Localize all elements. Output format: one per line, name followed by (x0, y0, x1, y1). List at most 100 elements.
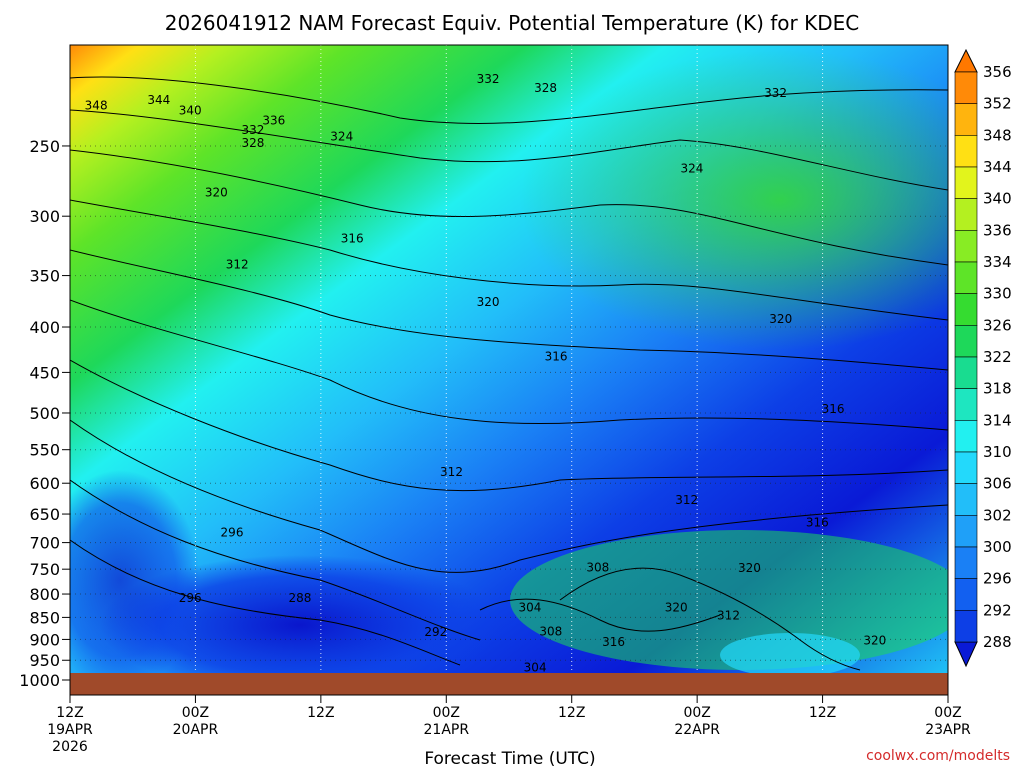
colorbar-segment (954, 230, 978, 263)
x-tick-label: 20APR (173, 722, 219, 738)
y-tick-label: 650 (29, 505, 60, 524)
contour-label: 316 (341, 232, 364, 246)
ground-surface (70, 673, 948, 695)
y-tick-label: 450 (29, 363, 60, 382)
contour-label: 316 (545, 350, 568, 364)
contour-label: 312 (226, 257, 249, 271)
contour-label: 324 (680, 161, 703, 175)
contour-label: 328 (241, 136, 264, 150)
contour-label: 304 (518, 600, 541, 614)
y-tick-label: 1000 (19, 671, 60, 690)
colorbar-segment (954, 451, 978, 484)
colorbar-segment (954, 325, 978, 358)
colorbar-label: 292 (983, 601, 1012, 619)
colorbar-segment (954, 515, 978, 548)
colorbar-segment (954, 546, 978, 579)
warm-tongue-region (510, 530, 948, 670)
colorbar-label: 302 (983, 506, 1012, 524)
contour-label: 304 (524, 660, 547, 674)
colorbar-label: 314 (983, 411, 1012, 429)
contour-label: 320 (769, 312, 792, 326)
contour-label: 320 (863, 634, 886, 648)
colorbar: 356 352 348 344 340 336 334 330 326 322 318 314 310 3… (954, 48, 1012, 668)
x-tick-label: 00Z (433, 705, 460, 721)
colorbar-segment (954, 103, 978, 136)
contour-label: 296 (221, 526, 244, 540)
colorbar-label: 344 (983, 158, 1012, 176)
colorbar-label: 318 (983, 380, 1012, 398)
x-tick-label: 12Z (558, 705, 585, 721)
x-tick-label: 2026 (52, 739, 88, 755)
colorbar-label: 352 (983, 95, 1012, 113)
contour-label: 296 (179, 591, 202, 605)
colorbar-label: 330 (983, 285, 1012, 303)
colorbar-segment (954, 71, 978, 104)
x-tick-label: 00Z (934, 705, 961, 721)
y-tick-label: 250 (29, 137, 60, 156)
x-axis-label: Forecast Time (UTC) (424, 749, 595, 768)
contour-label: 312 (440, 465, 463, 479)
x-tick-label: 00Z (182, 705, 209, 721)
x-tick-label: 21APR (424, 722, 470, 738)
colorbar-bottom-arrow (954, 641, 978, 668)
colorbar-top-arrow (954, 48, 978, 73)
contour-label: 344 (147, 93, 170, 107)
y-tick-label: 600 (29, 474, 60, 493)
colorbar-label: 340 (983, 190, 1012, 208)
y-tick-label: 350 (29, 267, 60, 286)
plot-frame (69, 44, 949, 696)
x-tick-label: 00Z (683, 705, 710, 721)
contour-label: 332 (241, 123, 264, 137)
contour-label: 332 (764, 86, 787, 100)
y-tick-label: 900 (29, 630, 60, 649)
colorbar-segment (954, 610, 978, 643)
colorbar-label: 336 (983, 221, 1012, 239)
contour-lines (70, 76, 948, 671)
y-tick-label: 700 (29, 534, 60, 553)
colorbar-segment (954, 198, 978, 231)
x-tick-label: 12Z (307, 705, 334, 721)
y-tick-label: 950 (29, 651, 60, 670)
colorbar-segment (954, 578, 978, 611)
cool-pocket-region (720, 633, 860, 677)
colorbar-label: 326 (983, 316, 1012, 334)
grid-vertical (194, 45, 824, 695)
colorbar-label: 356 (983, 63, 1012, 81)
colorbar-label: 322 (983, 348, 1012, 366)
x-tick-label: 12Z (809, 705, 836, 721)
colorbar-label: 310 (983, 443, 1012, 461)
colorbar-label: 288 (983, 633, 1012, 651)
contour-label: 328 (534, 81, 557, 95)
contour-label: 312 (717, 609, 740, 623)
upper-green-region (520, 50, 948, 350)
x-tick-label: 12Z (56, 705, 83, 721)
y-tick-label: 500 (29, 404, 60, 423)
y-tick-label: 550 (29, 441, 60, 460)
colorbar-segment (954, 293, 978, 326)
colorbar-segment (954, 388, 978, 421)
contour-label: 312 (675, 493, 698, 507)
contour-label: 320 (205, 185, 228, 199)
colorbar-segment (954, 135, 978, 168)
x-tick-label: 23APR (925, 722, 971, 738)
y-tick-label: 850 (29, 608, 60, 627)
contour-label: 336 (262, 113, 285, 127)
contour-label: 320 (665, 600, 688, 614)
contour-label: 308 (586, 561, 609, 575)
contour-label: 320 (477, 295, 500, 309)
contour-label: 292 (424, 625, 447, 639)
colorbar-label: 300 (983, 538, 1012, 556)
y-tick-label: 800 (29, 585, 60, 604)
colorbar-label: 334 (983, 253, 1012, 271)
colorbar-segment (954, 356, 978, 389)
credit-text: coolwx.com/modelts (866, 748, 1010, 764)
contour-label: 324 (330, 130, 353, 144)
x-tick-label: 19APR (47, 722, 93, 738)
y-tick-label: 300 (29, 207, 60, 226)
colorbar-segment (954, 166, 978, 199)
y-tick-label: 750 (29, 560, 60, 579)
